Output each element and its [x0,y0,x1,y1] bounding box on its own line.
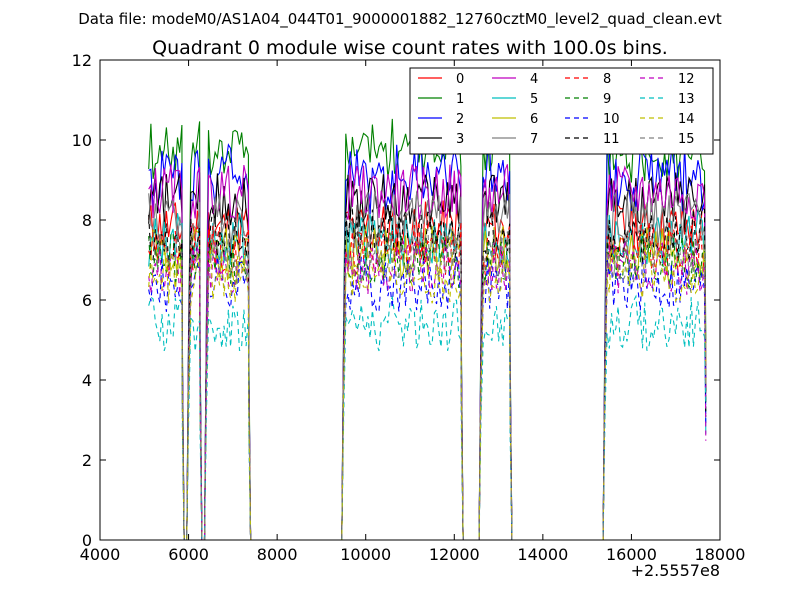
x-tick-label: 14000 [517,545,568,564]
y-tick-label: 4 [82,371,92,390]
legend-label-10: 10 [603,112,620,127]
legend-label-9: 9 [603,92,611,107]
series-line-13 [148,294,707,540]
legend-label-3: 3 [456,132,464,147]
legend-label-8: 8 [603,72,611,87]
series-line-9 [148,231,707,540]
legend-label-7: 7 [530,132,538,147]
y-tick-label: 2 [82,451,92,470]
x-tick-label: 6000 [168,545,209,564]
series-line-15 [148,228,707,540]
x-tick-label: 4000 [80,545,121,564]
x-tick-label: 10000 [340,545,391,564]
legend-label-14: 14 [678,112,695,127]
legend-box [409,67,714,155]
legend-label-0: 0 [456,72,464,87]
y-tick-label: 8 [82,211,92,230]
y-tick-label: 6 [82,291,92,310]
x-tick-label: 12000 [429,545,480,564]
x-tick-label: 18000 [695,545,746,564]
y-tick-label: 10 [72,131,92,150]
series-line-6 [148,225,707,540]
legend-label-1: 1 [456,92,464,107]
y-tick-label: 12 [72,51,92,70]
series-line-14 [148,247,707,540]
x-tick-label: 8000 [257,545,298,564]
legend-label-11: 11 [603,132,620,147]
chart-title: Quadrant 0 module wise count rates with … [152,37,668,59]
legend-label-13: 13 [678,92,695,107]
legend-label-12: 12 [678,72,695,87]
ticks-layer: 4000 6000 8000 10000 12000 14000 16000 18000 0 2 4… [72,51,746,564]
legend-label-15: 15 [678,132,695,147]
series-line-10 [148,255,707,540]
legend-label-4: 4 [530,72,538,87]
suptitle: Data file: modeM0/AS1A04_044T01_90000018… [78,10,722,29]
legend-label-5: 5 [530,92,538,107]
x-offset-label: +2.5557e8 [631,561,720,580]
legend-label-6: 6 [530,112,538,127]
legend-label-2: 2 [456,112,464,127]
plot-area: 4000 6000 8000 10000 12000 14000 16000 18000 0 2 4… [72,51,746,564]
x-tick-label: 16000 [606,545,657,564]
series-layer [148,118,707,540]
y-tick-label: 0 [82,531,92,550]
